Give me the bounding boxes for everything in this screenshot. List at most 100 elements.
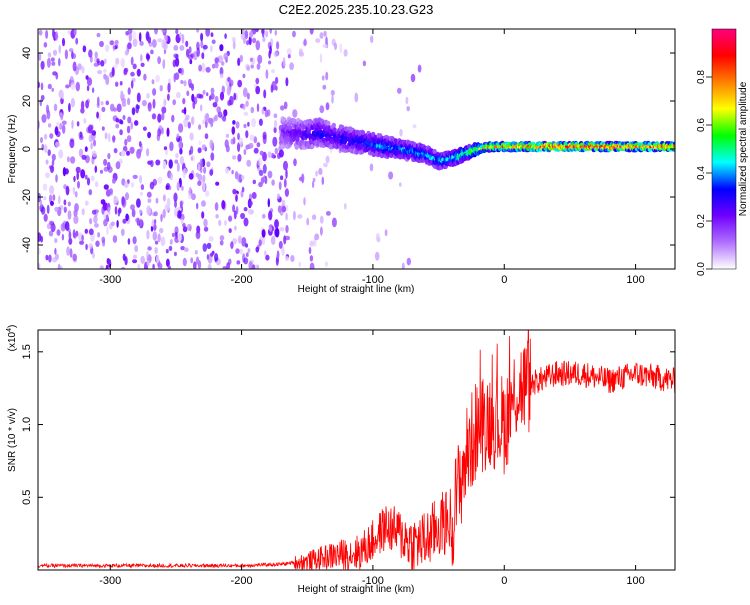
spectrogram-noise-cell bbox=[41, 114, 47, 123]
spectrogram-noise-cell bbox=[290, 255, 295, 262]
spectrogram-noise-cell bbox=[78, 148, 84, 158]
spectrogram-noise-cell bbox=[46, 204, 50, 214]
spectrogram-noise-cell bbox=[97, 70, 103, 75]
spectrogram-noise-cell bbox=[79, 131, 83, 138]
spectrogram-noise-cell bbox=[219, 44, 224, 52]
spectrogram-noise-cell bbox=[251, 118, 256, 128]
spectrogram-noise-cell bbox=[64, 221, 70, 231]
spectrogram-noise-cell bbox=[237, 79, 243, 88]
spectrogram-noise-cell bbox=[42, 183, 48, 191]
spectrogram-noise-cell bbox=[278, 181, 282, 190]
spectrogram-noise-cell bbox=[344, 203, 347, 210]
spectrogram-noise-cell bbox=[175, 152, 179, 159]
spectrogram-noise-cell bbox=[283, 178, 287, 188]
spectrogram-noise-cell bbox=[254, 264, 259, 269]
spectrogram-noise-cell bbox=[125, 213, 129, 222]
spectrogram-noise-cell bbox=[80, 107, 85, 114]
spectrogram-noise-cell bbox=[132, 38, 138, 47]
spectrogram-noise-cell bbox=[208, 117, 213, 124]
spectrogram-noise-cell bbox=[66, 156, 70, 163]
spectrogram-noise-cell bbox=[221, 61, 225, 66]
spectrogram-noise-cell bbox=[232, 238, 238, 245]
spectrogram-noise-cell bbox=[47, 52, 52, 58]
spectrogram-noise-cell bbox=[234, 171, 239, 180]
spectrogram-noise-cell bbox=[59, 265, 63, 269]
spectrogram-noise-cell bbox=[214, 61, 219, 69]
spectrogram-noise-cell bbox=[242, 73, 246, 79]
spectrogram-noise-cell bbox=[115, 117, 120, 123]
spectrogram-noise-cell bbox=[111, 67, 115, 77]
spectrogram-noise-cell bbox=[192, 51, 198, 61]
spectrogram-noise-cell bbox=[270, 152, 275, 159]
spectrogram-noise-cell bbox=[243, 257, 249, 265]
spectrogram-noise-cell bbox=[203, 226, 209, 232]
spectrogram-noise-cell bbox=[88, 228, 94, 236]
spectrogram-noise-cell bbox=[58, 149, 64, 159]
spectrogram-noise-cell bbox=[269, 29, 272, 34]
spectrogram-noise-cell bbox=[69, 248, 73, 258]
spectrogram-noise-cell bbox=[256, 63, 261, 70]
spectrogram-noise-cell bbox=[206, 92, 209, 97]
spectrogram-noise-cell bbox=[227, 99, 232, 106]
spectrogram-noise-cell bbox=[55, 141, 61, 148]
spectrogram-noise-cell bbox=[249, 30, 254, 38]
spectrogram-noise-cell bbox=[88, 189, 93, 196]
spectrogram-noise-cell bbox=[205, 190, 210, 197]
spectrogram-noise-cell bbox=[410, 73, 416, 83]
spectrogram-noise-cell bbox=[175, 29, 179, 35]
spectrogram-noise-cell bbox=[322, 43, 328, 49]
spectrogram-noise-cell bbox=[51, 87, 54, 92]
spectrogram-noise-cell bbox=[123, 68, 128, 75]
spectrogram-noise-cell bbox=[174, 159, 179, 164]
spectrogram-noise-cell bbox=[219, 91, 225, 101]
spectrogram-noise-cell bbox=[259, 150, 264, 156]
spectrogram-noise-cell bbox=[86, 85, 90, 92]
spectrogram-noise-cell bbox=[135, 217, 140, 223]
spectrogram-noise-cell bbox=[104, 58, 107, 64]
spectrogram-noise-cell bbox=[231, 169, 234, 175]
spectrogram-noise-cell bbox=[43, 213, 48, 222]
spectrogram-noise-cell bbox=[246, 92, 250, 100]
spectrogram-noise-cell bbox=[38, 81, 41, 89]
spectrogram-noise-cell bbox=[116, 103, 122, 113]
spectrogram-noise-cell bbox=[150, 160, 154, 168]
spectrogram-noise-cell bbox=[234, 225, 237, 231]
spectrogram-noise-cell bbox=[303, 38, 307, 46]
spectrogram-noise-cell bbox=[243, 207, 248, 212]
spectrogram-noise-cell bbox=[224, 220, 227, 226]
figure-title: C2E2.2025.235.10.23.G23 bbox=[279, 2, 434, 17]
snr-x-axis-label: Height of straight line (km) bbox=[298, 584, 415, 595]
spectrogram-noise-cell bbox=[110, 221, 115, 227]
spectrogram-noise-cell bbox=[114, 206, 118, 215]
spectrogram-noise-cell bbox=[287, 54, 291, 59]
spectrogram-noise-cell bbox=[155, 74, 161, 83]
spectrogram-signal-cell bbox=[331, 122, 336, 128]
colorbar-tick-label: 0.0 bbox=[696, 262, 707, 276]
spectrogram-noise-cell bbox=[84, 146, 88, 152]
spectrogram-noise-cell bbox=[91, 150, 97, 158]
spectrogram-noise-cell bbox=[252, 37, 257, 44]
spectrogram-noise-cell bbox=[315, 38, 321, 43]
spectrogram-noise-cell bbox=[250, 64, 254, 69]
spectrogram-noise-cell bbox=[278, 240, 283, 249]
spectrogram-noise-cell bbox=[306, 217, 310, 226]
spectrogram-noise-cell bbox=[180, 80, 184, 84]
spectrogram-y-tick-label: 0 bbox=[21, 146, 33, 152]
spectrogram-noise-cell bbox=[72, 186, 76, 195]
spectrogram-noise-cell bbox=[207, 263, 212, 269]
spectrogram-noise-cell bbox=[235, 194, 238, 202]
spectrogram-noise-cell bbox=[214, 202, 219, 211]
spectrogram-noise-cell bbox=[285, 212, 288, 221]
spectrogram-noise-cell bbox=[176, 91, 181, 99]
spectrogram-noise-cell bbox=[136, 198, 141, 208]
spectrogram-noise-cell bbox=[284, 235, 291, 241]
spectrogram-noise-cell bbox=[370, 35, 374, 44]
spectrogram-noise-cell bbox=[172, 59, 177, 68]
spectrogram-noise-cell bbox=[173, 207, 178, 217]
spectrogram-noise-cell bbox=[160, 236, 166, 247]
spectrogram-noise-cell bbox=[375, 233, 380, 242]
spectrogram-noise-cell bbox=[138, 141, 142, 147]
spectrogram-noise-cell bbox=[245, 144, 249, 150]
